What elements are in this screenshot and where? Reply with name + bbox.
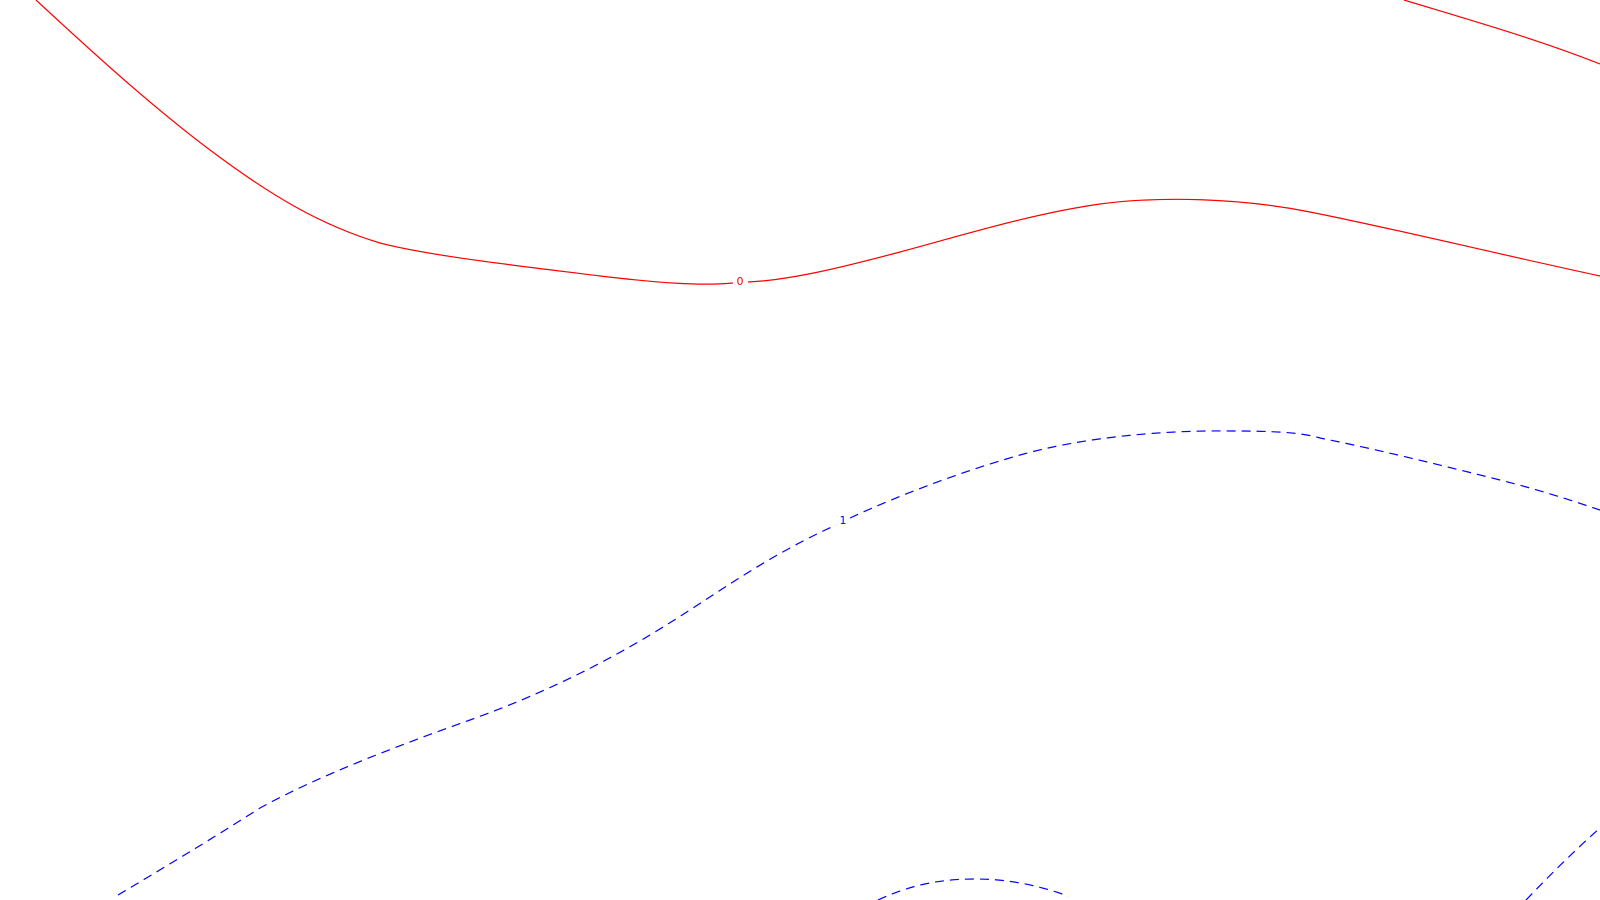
- contour-line-0: [35, 0, 1600, 285]
- contour-line-1-bottom-mid: [877, 878, 1069, 900]
- contour-line-0-top-right: [1403, 0, 1600, 65]
- contour-label-1: 1: [840, 514, 847, 527]
- contour-line-1: [117, 430, 1600, 896]
- contour-line-1-bottom-right: [1525, 827, 1600, 900]
- contour-label-0: 0: [737, 275, 744, 288]
